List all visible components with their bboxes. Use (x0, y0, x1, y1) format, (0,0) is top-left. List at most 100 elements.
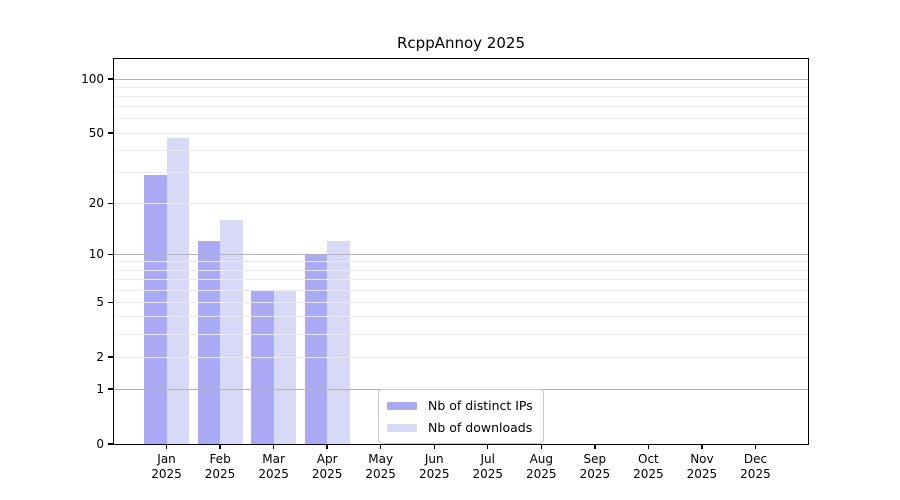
x-tick-label-line: Oct (638, 452, 659, 466)
x-tick-label: Mar 2025 (242, 452, 306, 482)
y-tick-mark (108, 301, 113, 303)
x-tick-label-line: Jun (424, 452, 444, 466)
legend: Nb of distinct IPs Nb of downloads (378, 389, 544, 444)
x-tick-label: Jan 2025 (135, 452, 199, 482)
legend-swatch-downloads (387, 423, 417, 432)
y-tick-mark (108, 388, 113, 390)
x-tick-mark (540, 444, 542, 449)
x-tick-label-line: 2025 (311, 467, 343, 481)
minor-gridline (113, 301, 809, 303)
x-tick-mark (487, 444, 489, 449)
minor-gridline (113, 356, 809, 358)
x-tick-label-line: 2025 (633, 467, 664, 481)
x-tick-label-line: Sep (583, 452, 607, 466)
x-tick-label-line: Mar (262, 452, 285, 466)
y-tick-mark (108, 356, 113, 358)
x-tick-label: Sep 2025 (563, 452, 627, 482)
x-tick-label-line: 2025 (418, 467, 450, 481)
minor-gridline (113, 289, 809, 291)
x-tick-label: Apr 2025 (295, 452, 359, 482)
x-tick-label-line: 2025 (686, 467, 718, 481)
x-tick-label-line: Apr (316, 452, 338, 466)
bar-nb-of-downloads (327, 241, 350, 444)
minor-gridline (113, 118, 809, 120)
x-tick-label-line: 2025 (365, 467, 396, 481)
x-tick-label: Oct 2025 (616, 452, 680, 482)
x-tick-label-line: Feb (209, 452, 231, 466)
x-tick-label: Feb 2025 (188, 452, 252, 482)
x-tick-label-line: Dec (743, 452, 768, 466)
major-gridline (113, 78, 809, 80)
bar-nb-of-downloads (166, 137, 190, 444)
minor-gridline (113, 171, 809, 173)
bar-nb-of-downloads (273, 290, 297, 444)
minor-gridline (113, 202, 809, 204)
x-tick-mark (647, 444, 650, 449)
minor-gridline (113, 316, 809, 318)
major-gridline (113, 253, 809, 255)
x-tick-label-line: 2025 (258, 467, 289, 481)
x-tick-label-line: 2025 (472, 467, 504, 481)
minor-gridline (113, 106, 809, 108)
x-tick-label: Jun 2025 (402, 452, 466, 482)
y-tick-label: 10 (88, 247, 104, 262)
legend-item-distinct-ips: Nb of distinct IPs (387, 396, 535, 415)
x-tick-label: Dec 2025 (723, 452, 787, 482)
x-tick-mark (701, 444, 703, 449)
x-tick-mark (594, 444, 596, 449)
x-tick-mark (165, 444, 168, 449)
y-tick-label: 5 (96, 295, 104, 310)
minor-gridline (113, 333, 809, 335)
x-tick-label: May 2025 (349, 452, 413, 482)
y-tick-mark (108, 443, 113, 445)
y-tick-label: 20 (88, 196, 104, 211)
x-tick-label-line: May (368, 452, 394, 466)
y-tick-mark (108, 202, 113, 204)
y-tick-mark (108, 253, 113, 256)
x-tick-mark (219, 444, 221, 449)
x-tick-label-line: Aug (529, 452, 554, 466)
y-tick-mark (108, 78, 113, 80)
minor-gridline (113, 269, 809, 271)
minor-gridline (113, 149, 809, 151)
x-tick-label-line: Jan (157, 452, 176, 466)
minor-gridline (113, 95, 809, 97)
x-tick-label: Jul 2025 (456, 452, 520, 482)
minor-gridline (113, 132, 809, 134)
x-tick-label-line: 2025 (526, 467, 557, 481)
legend-label-downloads: Nb of downloads (428, 420, 533, 435)
bar-nb-of-distinct-ips (197, 241, 221, 444)
minor-gridline (113, 279, 809, 281)
y-tick-label: 0 (96, 437, 104, 451)
x-tick-label-line: 2025 (579, 467, 611, 481)
legend-label-distinct-ips: Nb of distinct IPs (428, 398, 533, 413)
x-tick-label-line: 2025 (151, 467, 182, 481)
bar-nb-of-distinct-ips (304, 254, 328, 444)
x-tick-label: Aug 2025 (509, 452, 573, 482)
bar-nb-of-distinct-ips (251, 290, 274, 444)
x-tick-label-line: Nov (690, 452, 714, 466)
minor-gridline (113, 261, 809, 263)
x-tick-mark (272, 444, 275, 449)
bar-nb-of-downloads (220, 219, 243, 444)
y-tick-label: 1 (96, 382, 104, 397)
x-tick-mark (433, 444, 435, 449)
x-tick-mark (326, 444, 328, 449)
y-tick-mark (108, 132, 113, 134)
x-tick-mark (379, 444, 382, 449)
x-tick-mark (754, 444, 757, 449)
x-tick-label-line: Jul (480, 452, 495, 466)
bar-nb-of-distinct-ips (144, 175, 167, 444)
legend-swatch-distinct-ips (387, 401, 417, 410)
x-tick-label: Nov 2025 (670, 452, 734, 482)
x-tick-label-line: 2025 (204, 467, 236, 481)
legend-item-downloads: Nb of downloads (387, 418, 535, 437)
y-tick-label: 100 (81, 72, 104, 86)
chart-title: RcppAnnoy 2025 (397, 34, 525, 52)
x-tick-label-line: 2025 (740, 467, 771, 481)
y-tick-label: 2 (96, 350, 104, 365)
minor-gridline (113, 86, 809, 88)
